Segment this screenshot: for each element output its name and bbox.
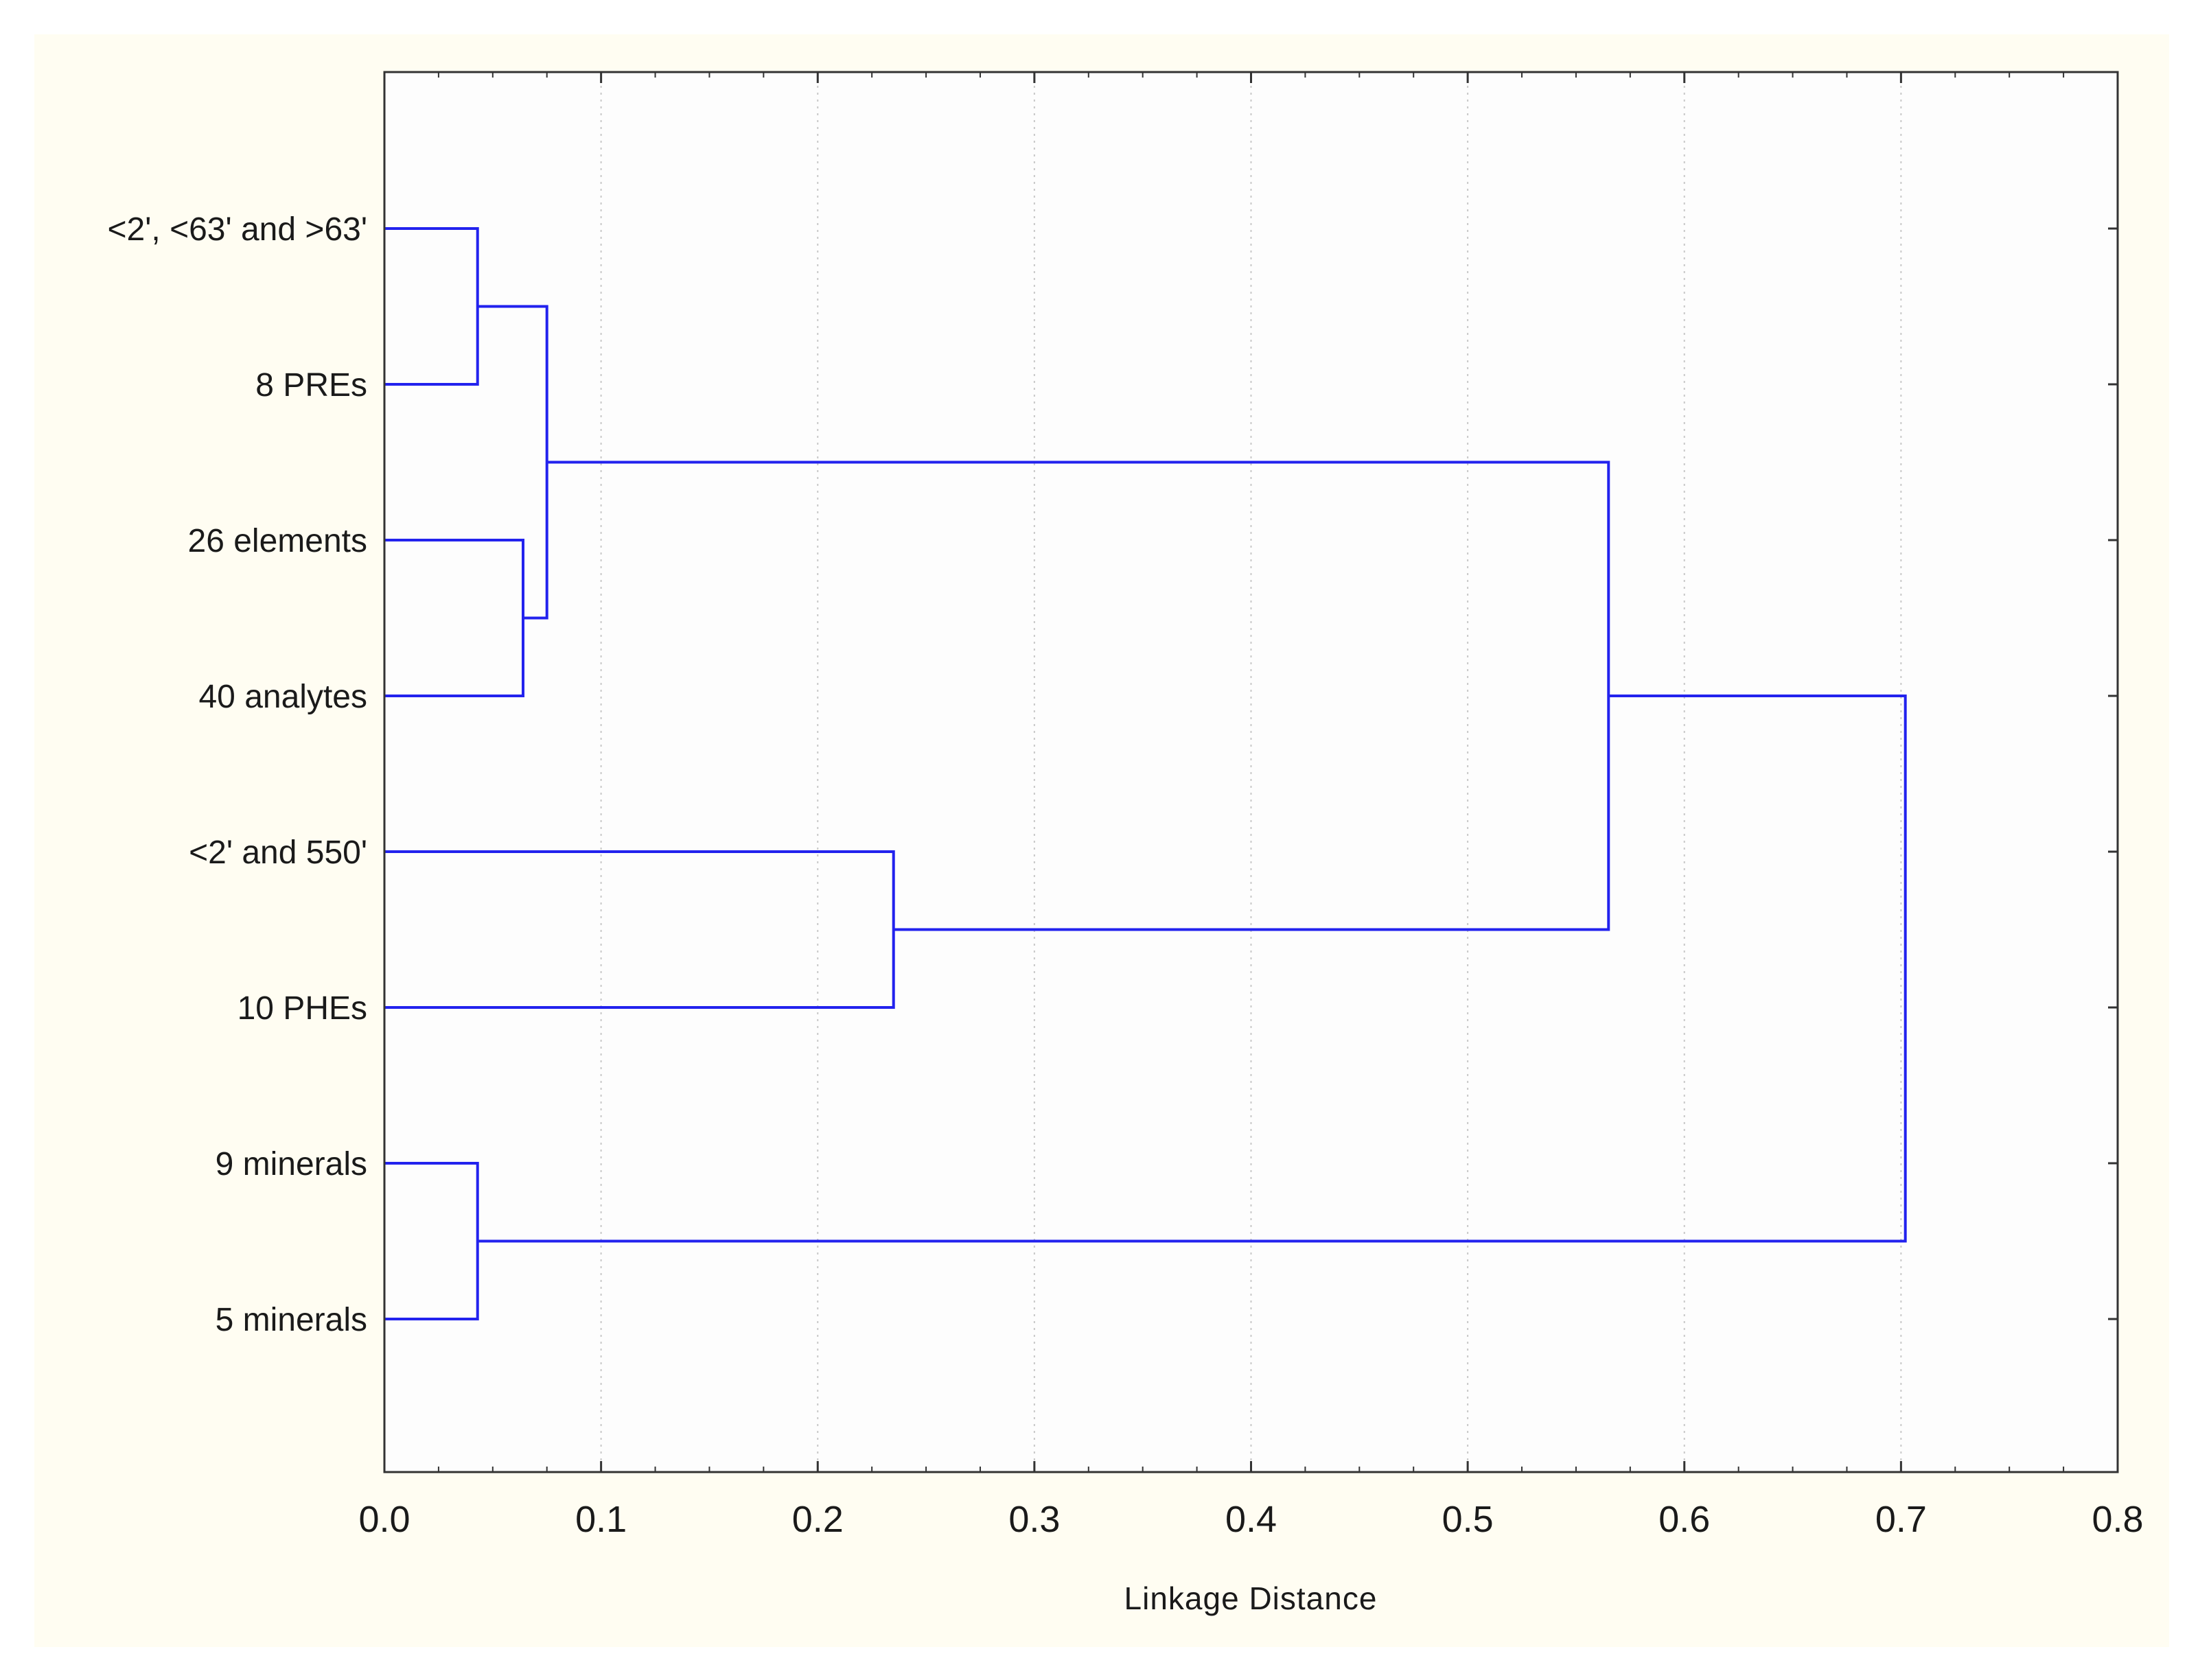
dendrogram-link <box>546 460 1610 931</box>
leaf-label: 10 PHEs <box>238 990 367 1027</box>
x-tick-label: 0.3 <box>1008 1499 1060 1540</box>
x-tick-label: 0.8 <box>2092 1499 2143 1540</box>
x-axis-label: Linkage Distance <box>1124 1580 1378 1616</box>
dendrogram-link <box>384 850 895 1009</box>
leaf-label: 8 PREs <box>255 367 367 404</box>
x-tick-label: 0.7 <box>1875 1499 1927 1540</box>
leaf-labels: <2', <63' and >63' 8 PREs 26 elements 40 an… <box>108 211 368 1338</box>
x-tick-label: 0.2 <box>792 1499 844 1540</box>
leaf-label: 5 minerals <box>216 1302 367 1338</box>
leaf-label: 26 elements <box>188 523 368 559</box>
plot-frame <box>383 71 2119 1473</box>
dendrogram-link <box>477 305 548 620</box>
x-tick-label: 0.0 <box>358 1499 410 1540</box>
x-tick-label: 0.5 <box>1442 1499 1494 1540</box>
dendrogram-link <box>384 539 524 697</box>
leaf-label: <2' and 550' <box>189 835 367 871</box>
x-tick-label: 0.1 <box>575 1499 627 1540</box>
dendrogram-branches <box>384 227 1907 1320</box>
leaf-label: <2', <63' and >63' <box>108 211 368 248</box>
grid-lines <box>600 72 1902 1472</box>
dendrogram-link <box>477 695 1907 1243</box>
dendrogram-link <box>384 1162 479 1320</box>
leaf-label: 9 minerals <box>216 1146 367 1182</box>
leaf-label: 40 analytes <box>198 679 367 715</box>
dendrogram-link <box>384 227 479 386</box>
x-tick-labels: 0.0 0.1 0.2 0.3 0.4 0.5 0.6 0.7 0.8 <box>358 1499 2143 1540</box>
x-tick-label: 0.4 <box>1225 1499 1277 1540</box>
x-tick-label: 0.6 <box>1658 1499 1710 1540</box>
